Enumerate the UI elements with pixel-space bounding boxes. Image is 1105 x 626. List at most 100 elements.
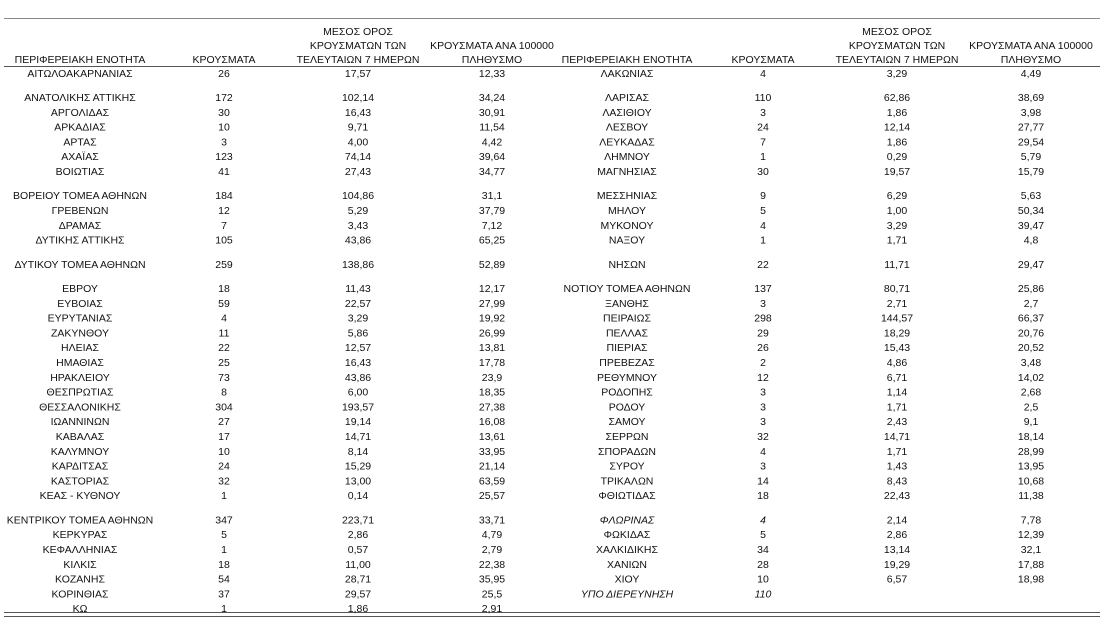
region-name: ΜΕΣΣΗΝΙΑΣ <box>597 190 658 202</box>
weekly-average: 6,00 <box>348 387 369 399</box>
cases-per-100k: 3,98 <box>1021 107 1042 119</box>
region-name: ΛΗΜΝΟΥ <box>604 151 650 163</box>
weekly-average: 104,86 <box>342 190 374 202</box>
weekly-average: 16,43 <box>345 357 371 369</box>
region-name: ΒΟΡΕΙΟΥ ΤΟΜΕΑ ΑΘΗΝΩΝ <box>13 190 147 202</box>
cases: 1 <box>760 151 766 163</box>
cases-per-100k: 15,79 <box>1018 166 1044 178</box>
cases: 26 <box>218 68 230 80</box>
weekly-average: 11,43 <box>345 283 371 295</box>
cases-per-100k: 66,37 <box>1018 313 1044 325</box>
cases: 27 <box>218 416 230 428</box>
column-header: ΚΡΟΥΣΜΑΤΑ ΑΝΑ 100000 <box>969 40 1093 52</box>
region-name: ΧΑΝΙΩΝ <box>607 559 647 571</box>
weekly-average: 144,57 <box>881 313 913 325</box>
weekly-average: 0,14 <box>348 490 369 502</box>
region-name: ΕΥΒΟΙΑΣ <box>57 298 103 310</box>
weekly-average: 12,14 <box>884 122 910 134</box>
column-header: ΤΕΛΕΥΤΑΙΩΝ 7 ΗΜΕΡΩΝ <box>297 54 420 66</box>
region-name: ΓΡΕΒΕΝΩΝ <box>52 205 109 217</box>
weekly-average: 1,00 <box>887 205 908 217</box>
cases-per-100k: 31,1 <box>482 190 503 202</box>
weekly-average: 2,86 <box>348 529 369 541</box>
cases-per-100k: 9,1 <box>1024 416 1039 428</box>
region-name: ΚΑΡΔΙΤΣΑΣ <box>52 461 109 473</box>
cases-per-100k: 16,08 <box>479 416 505 428</box>
cases: 137 <box>754 283 772 295</box>
cases: 1 <box>760 235 766 247</box>
region-name: ΚΑΣΤΟΡΙΑΣ <box>51 475 110 487</box>
region-name: ΚΑΛΥΜΝΟΥ <box>51 446 109 458</box>
region-name: ΜΥΚΟΝΟΥ <box>600 220 653 232</box>
cases: 298 <box>754 313 772 325</box>
cases-per-100k: 34,24 <box>479 92 505 104</box>
region-name: ΛΑΚΩΝΙΑΣ <box>601 68 654 80</box>
weekly-average: 11,71 <box>884 259 910 271</box>
cases-per-100k: 22,38 <box>479 559 505 571</box>
region-name: ΕΒΡΟΥ <box>62 283 98 295</box>
cases: 10 <box>757 574 769 586</box>
cases-per-100k: 50,34 <box>1018 205 1044 217</box>
column-header: ΠΛΗΘΥΣΜΟ <box>1001 54 1061 66</box>
region-name: ΝΑΞΟΥ <box>609 235 645 247</box>
weekly-average: 62,86 <box>884 92 910 104</box>
region-name: ΚΙΛΚΙΣ <box>63 559 97 571</box>
weekly-average: 3,29 <box>348 313 369 325</box>
cases-per-100k: 30,91 <box>479 107 505 119</box>
cases: 41 <box>218 166 230 178</box>
cases: 9 <box>760 190 766 202</box>
cases-per-100k: 11,54 <box>479 122 505 134</box>
cases-per-100k: 39,47 <box>1018 220 1044 232</box>
weekly-average: 138,86 <box>342 259 374 271</box>
region-name: ΚΟΡΙΝΘΙΑΣ <box>52 588 109 600</box>
region-name: ΕΥΡΥΤΑΝΙΑΣ <box>48 313 113 325</box>
cases: 24 <box>757 122 769 134</box>
weekly-average: 15,43 <box>884 342 910 354</box>
cases: 14 <box>757 475 769 487</box>
weekly-average: 11,00 <box>345 559 371 571</box>
cases-per-100k: 18,35 <box>479 387 505 399</box>
weekly-average: 1,43 <box>887 461 908 473</box>
cases: 259 <box>215 259 233 271</box>
cases: 5 <box>760 205 766 217</box>
weekly-average: 19,14 <box>345 416 371 428</box>
cases-per-100k: 2,91 <box>482 603 503 615</box>
region-name: ΖΑΚΥΝΘΟΥ <box>51 327 109 339</box>
region-name: ΚΕΝΤΡΙΚΟΥ ΤΟΜΕΑ ΑΘΗΝΩΝ <box>7 514 153 526</box>
region-name: ΚΕΡΚΥΡΑΣ <box>53 529 108 541</box>
cases-per-100k: 28,99 <box>1018 446 1044 458</box>
cases: 3 <box>760 387 766 399</box>
cases: 29 <box>757 327 769 339</box>
cases: 4 <box>760 514 766 526</box>
cases: 59 <box>218 298 230 310</box>
cases-per-100k: 32,1 <box>1021 544 1042 556</box>
cases-per-100k: 12,33 <box>479 68 505 80</box>
cases-per-100k: 17,88 <box>1018 559 1044 571</box>
region-name: ΑΡΤΑΣ <box>63 136 97 148</box>
weekly-average: 1,71 <box>887 401 908 413</box>
cases: 10 <box>218 446 230 458</box>
cases-per-100k: 13,61 <box>479 431 505 443</box>
cases: 347 <box>215 514 233 526</box>
cases: 123 <box>215 151 233 163</box>
cases: 4 <box>760 68 766 80</box>
cases-per-100k: 5,63 <box>1021 190 1042 202</box>
cases: 3 <box>760 416 766 428</box>
cases: 172 <box>215 92 233 104</box>
cases: 3 <box>760 401 766 413</box>
cases-per-100k: 29,47 <box>1018 259 1044 271</box>
weekly-average: 4,00 <box>348 136 369 148</box>
cases: 17 <box>218 431 230 443</box>
region-name: ΚΕΦΑΛΛΗΝΙΑΣ <box>43 544 118 556</box>
weekly-average: 1,71 <box>887 446 908 458</box>
weekly-average: 22,57 <box>345 298 371 310</box>
region-name: ΝΟΤΙΟΥ ΤΟΜΕΑ ΑΘΗΝΩΝ <box>564 283 691 295</box>
region-name: ΠΕΛΛΑΣ <box>606 327 649 339</box>
region-name: ΤΡΙΚΑΛΩΝ <box>601 475 654 487</box>
region-name: ΚΕΑΣ - ΚΥΘΝΟΥ <box>40 490 121 502</box>
weekly-average: 1,86 <box>348 603 369 615</box>
cases-per-100k: 37,79 <box>479 205 505 217</box>
cases-per-100k: 20,52 <box>1018 342 1044 354</box>
cases: 12 <box>757 372 769 384</box>
